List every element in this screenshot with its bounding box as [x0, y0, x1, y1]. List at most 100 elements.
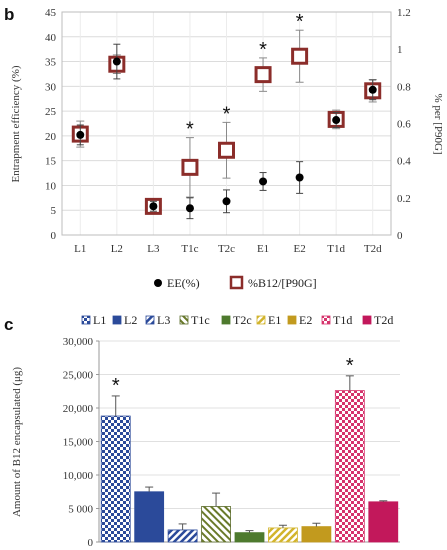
tick-label: 35 [45, 57, 57, 69]
legend-label-l1: L1 [93, 313, 106, 327]
legend-swatch-l2 [112, 315, 122, 325]
significance-star: * [186, 119, 194, 141]
legend-swatch-e2 [287, 315, 297, 325]
chart-b-plot-frame [61, 11, 392, 236]
ee-point [149, 202, 158, 211]
tick-label: 45 [45, 7, 57, 19]
chart-b-legend: EE(%) %B12/[P90G] [154, 275, 317, 290]
tick-label: 0 [51, 230, 57, 242]
bar-e2 [301, 526, 332, 543]
category-label: T2c [218, 243, 235, 255]
significance-star: * [223, 103, 231, 125]
legend-swatch-t1d [321, 315, 331, 325]
tick-label: 0.8 [397, 81, 411, 93]
bar-e1 [268, 527, 298, 543]
ee-point [112, 57, 121, 66]
legend-label-e1: E1 [268, 313, 281, 327]
significance-star: * [296, 11, 304, 33]
tick-label: 0.2 [397, 193, 411, 205]
tick-label: 1 [397, 44, 403, 56]
legend-b12-marker [229, 275, 244, 290]
tick-label: 25 [45, 106, 57, 118]
chart-b-marks [71, 29, 382, 220]
b12-point [218, 141, 235, 159]
tick-label: 40 [45, 32, 57, 44]
legend-ee-label: EE(%) [167, 276, 200, 290]
bar-l2 [134, 491, 165, 543]
legend-swatch-t1c [179, 315, 189, 325]
ee-point [259, 177, 268, 186]
chart-b-y2label: % per [P90G] [432, 93, 444, 154]
legend-swatch-l1 [81, 315, 91, 325]
significance-star: * [259, 39, 267, 61]
b12-point [254, 66, 272, 84]
category-label: L2 [111, 243, 123, 255]
tick-label: 20 [45, 131, 57, 143]
ee-point [368, 85, 377, 94]
bar-l1 [100, 415, 131, 543]
category-label: L3 [147, 243, 160, 255]
chart-b-ylabel: Entrapment efficiency (%) [10, 65, 22, 182]
chart-c-tick-labels: 0 5 000 10,000 15,000 20,000 25,000 30,000 [63, 336, 94, 549]
significance-star: * [112, 375, 120, 397]
bar-t2d [368, 501, 399, 543]
tick-label: 0 [88, 537, 94, 549]
ee-point [295, 173, 304, 182]
category-label: T1d [327, 243, 345, 255]
b12-point [291, 47, 309, 65]
tick-label: 30,000 [63, 336, 94, 348]
chart-b-significance: * * * * [186, 11, 304, 140]
category-label: E2 [293, 243, 305, 255]
legend-label-l2: L2 [124, 313, 137, 327]
tick-label: 10,000 [63, 470, 94, 482]
chart-c-ylabel: Amount of B12 encapsulated (μg) [11, 367, 23, 517]
legend-swatch-t2c [221, 315, 231, 325]
bar-t1d [334, 390, 365, 543]
bar-l3 [167, 529, 198, 543]
legend-swatch-t2d [362, 315, 372, 325]
tick-label: 5 000 [68, 504, 93, 516]
chart-c-significance: ** [112, 355, 354, 397]
tick-label: 0.4 [397, 156, 411, 168]
tick-label: 20,000 [63, 403, 94, 415]
chart-b-left-tick-labels: 0 5 10 15 20 25 30 35 40 45 [45, 7, 57, 242]
chart-c-bars [100, 375, 399, 543]
tick-label: 0.6 [397, 119, 411, 131]
bar-t1c [201, 506, 231, 543]
tick-label: 5 [51, 205, 57, 217]
ee-point [222, 197, 231, 206]
panel-label-c: c [4, 315, 13, 334]
legend-label-t1d: T1d [333, 313, 352, 327]
legend-label-t1c: T1c [191, 313, 210, 327]
category-label: T2d [364, 243, 382, 255]
significance-star: * [346, 355, 354, 377]
legend-label-e2: E2 [299, 313, 312, 327]
ee-point [76, 130, 85, 139]
legend-label-t2d: T2d [374, 313, 393, 327]
tick-label: 0 [397, 230, 403, 242]
bar-t2c [234, 532, 265, 543]
legend-label-l3: L3 [157, 313, 170, 327]
legend-swatch-e1 [256, 315, 266, 325]
tick-label: 1.2 [397, 7, 411, 19]
tick-label: 15 [45, 156, 57, 168]
tick-label: 15,000 [63, 437, 94, 449]
chart-c-legend: L1 L2 L3 T1c T2c E1 E2 T1d T2d [81, 313, 393, 327]
legend-swatch-l3 [145, 315, 155, 325]
panel-label-b: b [4, 5, 14, 24]
category-label: E1 [257, 243, 269, 255]
tick-label: 30 [45, 81, 57, 93]
chart-b-category-labels: L1 L2 L3 T1c T2c E1 E2 T1d T2d [74, 243, 382, 255]
b12-point [181, 158, 199, 176]
ee-point [185, 204, 194, 213]
category-label: T1c [181, 243, 198, 255]
legend-ee-marker [154, 279, 162, 287]
tick-label: 10 [45, 180, 57, 192]
legend-b12-label: %B12/[P90G] [248, 276, 317, 290]
category-label: L1 [74, 243, 86, 255]
chart-b-right-tick-labels: 0 0.2 0.4 0.6 0.8 1 1.2 [397, 7, 411, 242]
ee-point [332, 116, 341, 125]
tick-label: 25,000 [63, 370, 94, 382]
legend-label-t2c: T2c [233, 313, 252, 327]
